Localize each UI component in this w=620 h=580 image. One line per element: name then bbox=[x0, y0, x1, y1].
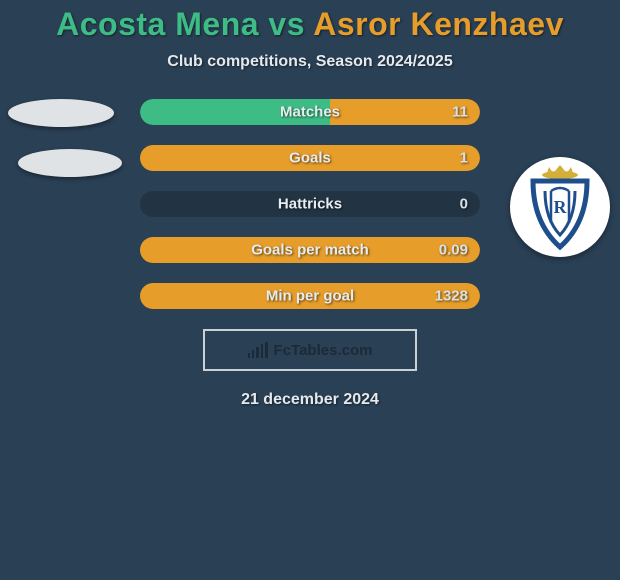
stat-value-right: 11 bbox=[452, 104, 468, 121]
stat-label: Hattricks bbox=[278, 196, 342, 213]
stat-bar: Matches bbox=[140, 99, 480, 125]
stat-row: 14Matches11 bbox=[0, 99, 620, 125]
stat-label: Goals bbox=[289, 150, 331, 167]
vs-text: vs bbox=[268, 6, 305, 42]
stat-bar: Goals per match bbox=[140, 237, 480, 263]
stat-label: Goals per match bbox=[251, 242, 369, 259]
stat-value-right: 0.09 bbox=[439, 242, 468, 259]
chart-icon bbox=[248, 342, 268, 358]
stat-bar: Hattricks bbox=[140, 191, 480, 217]
stat-row: Goals per match 0.09 bbox=[0, 237, 620, 263]
generation-date: 21 december 2024 bbox=[241, 391, 379, 409]
stat-label: Min per goal bbox=[266, 288, 354, 305]
stat-value-right: 1 bbox=[460, 150, 468, 167]
stats-block: R 14Matches110Goals10Hattricks0Goals per… bbox=[0, 99, 620, 309]
brand-box: FcTables.com bbox=[203, 329, 417, 371]
stat-row: 0Hattricks0 bbox=[0, 191, 620, 217]
stat-bar: Goals bbox=[140, 145, 480, 171]
stat-row: Min per goal 1328 bbox=[0, 283, 620, 309]
subtitle: Club competitions, Season 2024/2025 bbox=[167, 53, 452, 71]
stat-value-right: 1328 bbox=[435, 288, 468, 305]
stat-bar: Min per goal bbox=[140, 283, 480, 309]
player2-name: Asror Kenzhaev bbox=[313, 6, 564, 42]
stat-value-right: 0 bbox=[460, 196, 468, 213]
brand-text: FcTables.com bbox=[274, 342, 373, 359]
player1-name: Acosta Mena bbox=[56, 6, 259, 42]
stat-label: Matches bbox=[280, 104, 340, 121]
comparison-title: Acosta Mena vs Asror Kenzhaev bbox=[56, 6, 564, 43]
stat-row: 0Goals1 bbox=[0, 145, 620, 171]
